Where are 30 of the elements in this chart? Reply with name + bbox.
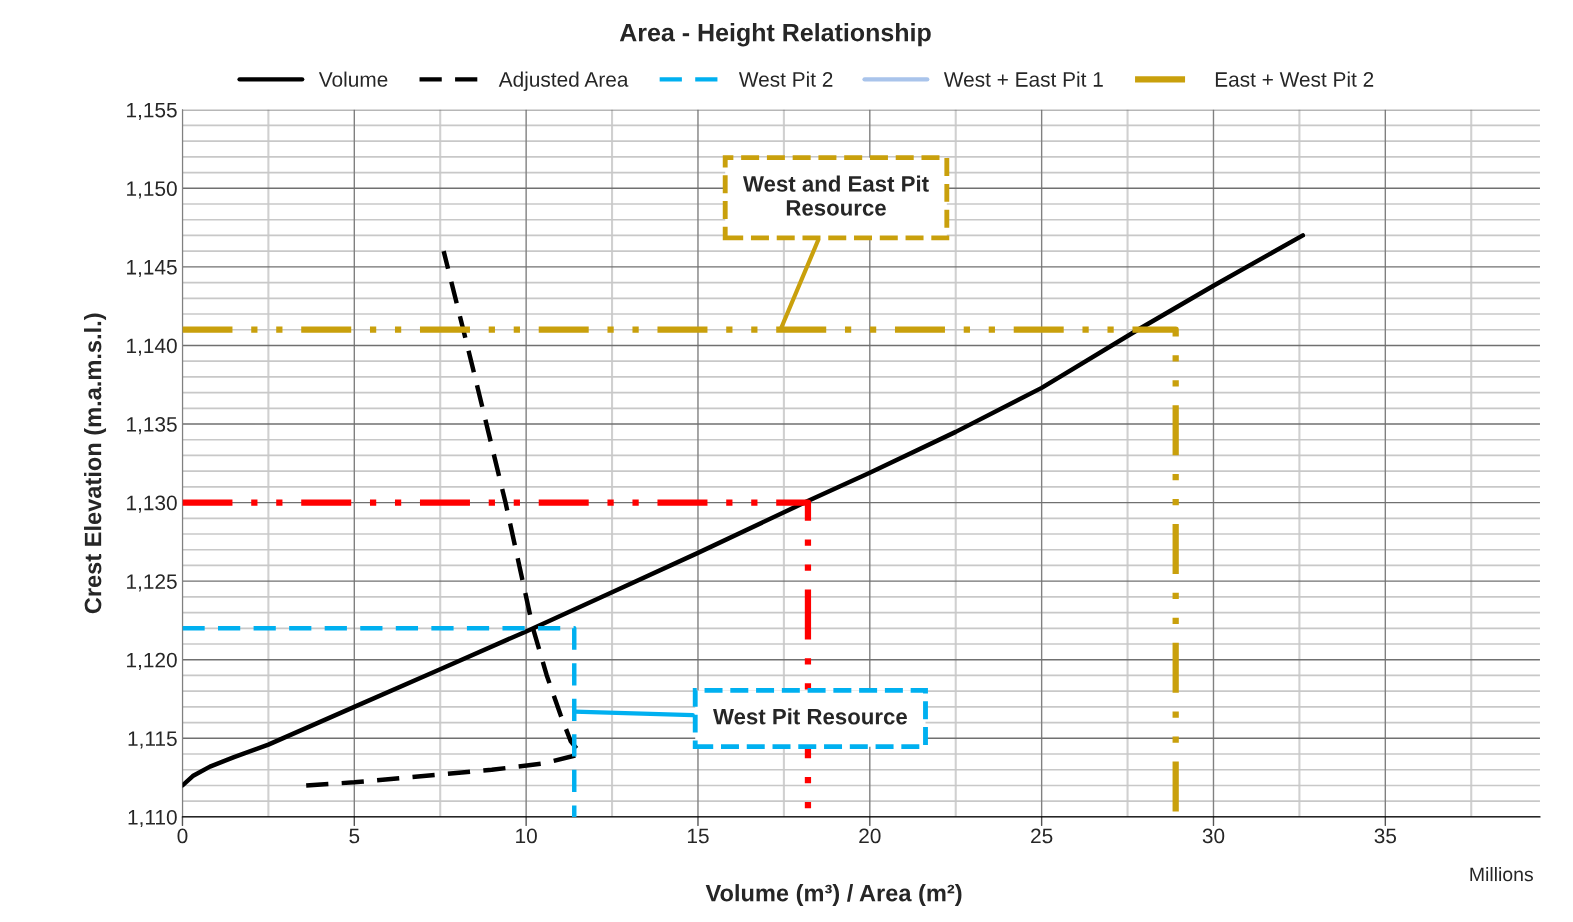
legend-label: Adjusted Area	[498, 71, 629, 91]
x-tick-label: 5	[349, 828, 360, 844]
y-tick-label: 1,130	[127, 495, 177, 513]
y-tick-label: 1,115	[128, 731, 177, 749]
x-tick-label: 15	[687, 828, 709, 844]
legend-label: Volume	[318, 71, 388, 87]
chart-title: Area - Height Relationship	[619, 23, 931, 47]
text: Millions	[1470, 866, 1533, 882]
x-tick-label: 25	[1031, 828, 1053, 844]
y-tick-label: 1,120	[127, 652, 177, 670]
legend-label: East + West Pit 2	[1215, 71, 1374, 87]
x-tick-label: 30	[1202, 828, 1225, 844]
line-series	[182, 233, 1306, 788]
x-tick-label: 0	[177, 828, 188, 844]
annotation: West and East Pit Resource	[743, 175, 929, 216]
y-tick-label: 1,125	[127, 574, 177, 592]
y-axis-title: Crest Elevation (m.a.m.s.l.)	[84, 313, 107, 614]
y-tick-label: 1,110	[128, 809, 177, 828]
y-tick-label: 1,135	[127, 417, 177, 435]
x-tick-label: 20	[859, 828, 881, 844]
annotation: West Pit Resource	[713, 708, 907, 725]
legend-label: West Pit 2	[738, 71, 833, 87]
y-tick-label: 1,155	[127, 102, 177, 120]
x-axis-title: Volume (m³) / Area (m²)	[705, 884, 962, 907]
y-tick-label: 1,145	[127, 260, 177, 278]
legend-label: West + East Pit 1	[943, 71, 1103, 87]
y-tick-label: 1,150	[127, 181, 177, 199]
x-tick-label: 10	[516, 828, 537, 844]
y-tick-label: 1,140	[127, 338, 177, 356]
x-tick-label: 35	[1374, 828, 1397, 844]
